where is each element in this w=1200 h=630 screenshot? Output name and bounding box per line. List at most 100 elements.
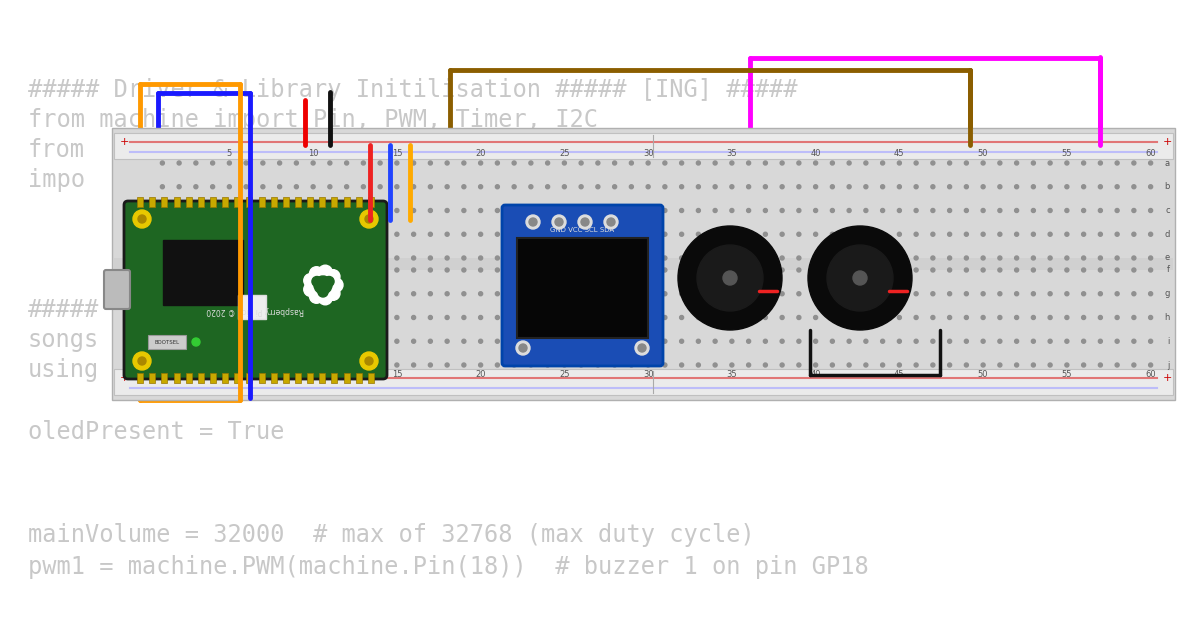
- Circle shape: [998, 363, 1002, 367]
- Circle shape: [529, 292, 533, 295]
- Circle shape: [445, 316, 449, 319]
- Circle shape: [1148, 185, 1153, 189]
- Circle shape: [780, 161, 784, 165]
- Circle shape: [378, 292, 382, 295]
- Circle shape: [194, 316, 198, 319]
- Circle shape: [328, 363, 332, 367]
- Text: h: h: [1165, 313, 1170, 322]
- Bar: [148, 335, 186, 349]
- Text: f: f: [1166, 265, 1170, 275]
- Circle shape: [613, 161, 617, 165]
- Circle shape: [914, 363, 918, 367]
- Circle shape: [1064, 232, 1069, 236]
- Circle shape: [1031, 161, 1036, 165]
- Circle shape: [161, 185, 164, 189]
- Circle shape: [178, 363, 181, 367]
- Circle shape: [260, 268, 265, 272]
- Text: 15: 15: [391, 149, 402, 158]
- Circle shape: [365, 215, 373, 223]
- Circle shape: [361, 339, 365, 343]
- Circle shape: [462, 256, 466, 260]
- Bar: [355, 197, 361, 207]
- Circle shape: [1015, 256, 1019, 260]
- Circle shape: [445, 161, 449, 165]
- Circle shape: [914, 292, 918, 295]
- Circle shape: [496, 256, 499, 260]
- Circle shape: [713, 316, 718, 319]
- Circle shape: [881, 185, 884, 189]
- Circle shape: [1015, 316, 1019, 319]
- Circle shape: [479, 316, 482, 319]
- Circle shape: [1031, 339, 1036, 343]
- Circle shape: [161, 161, 164, 165]
- Circle shape: [211, 161, 215, 165]
- Circle shape: [847, 161, 851, 165]
- Circle shape: [763, 339, 767, 343]
- Circle shape: [563, 209, 566, 212]
- Bar: [114, 369, 1174, 395]
- Circle shape: [1081, 256, 1086, 260]
- Circle shape: [696, 339, 701, 343]
- Circle shape: [965, 232, 968, 236]
- Text: 30: 30: [643, 370, 654, 379]
- Circle shape: [563, 339, 566, 343]
- Circle shape: [546, 268, 550, 272]
- Circle shape: [948, 209, 952, 212]
- Circle shape: [1098, 363, 1103, 367]
- Circle shape: [780, 268, 784, 272]
- Circle shape: [696, 185, 701, 189]
- Circle shape: [1115, 209, 1120, 212]
- Circle shape: [948, 185, 952, 189]
- Circle shape: [1064, 161, 1069, 165]
- Circle shape: [898, 209, 901, 212]
- Circle shape: [294, 339, 299, 343]
- Circle shape: [931, 339, 935, 343]
- Circle shape: [797, 268, 800, 272]
- Circle shape: [563, 268, 566, 272]
- Circle shape: [763, 232, 767, 236]
- Circle shape: [580, 161, 583, 165]
- Circle shape: [847, 268, 851, 272]
- Circle shape: [1148, 316, 1153, 319]
- Bar: [112, 128, 1175, 400]
- Circle shape: [194, 185, 198, 189]
- Text: 40: 40: [810, 149, 821, 158]
- Bar: [295, 373, 301, 383]
- Circle shape: [1115, 256, 1120, 260]
- Circle shape: [294, 232, 299, 236]
- Circle shape: [914, 185, 918, 189]
- Circle shape: [898, 339, 901, 343]
- Circle shape: [512, 292, 516, 295]
- Circle shape: [646, 363, 650, 367]
- Circle shape: [194, 161, 198, 165]
- Circle shape: [763, 363, 767, 367]
- Circle shape: [998, 232, 1002, 236]
- Circle shape: [314, 276, 332, 294]
- Circle shape: [395, 209, 398, 212]
- Bar: [319, 197, 325, 207]
- Bar: [271, 197, 277, 207]
- Circle shape: [998, 316, 1002, 319]
- Circle shape: [412, 209, 415, 212]
- Circle shape: [161, 339, 164, 343]
- Text: 25: 25: [559, 149, 570, 158]
- Circle shape: [713, 268, 718, 272]
- Circle shape: [898, 185, 901, 189]
- Circle shape: [814, 209, 817, 212]
- Circle shape: [730, 161, 734, 165]
- Circle shape: [479, 292, 482, 295]
- Circle shape: [211, 363, 215, 367]
- Text: +: +: [1163, 137, 1171, 147]
- Circle shape: [931, 185, 935, 189]
- Text: impo: impo: [28, 168, 85, 192]
- Circle shape: [864, 363, 868, 367]
- Circle shape: [445, 339, 449, 343]
- Circle shape: [1098, 256, 1103, 260]
- Circle shape: [529, 268, 533, 272]
- Circle shape: [428, 339, 432, 343]
- Circle shape: [244, 232, 248, 236]
- Circle shape: [998, 339, 1002, 343]
- Circle shape: [361, 209, 365, 212]
- Circle shape: [678, 226, 782, 330]
- Circle shape: [428, 316, 432, 319]
